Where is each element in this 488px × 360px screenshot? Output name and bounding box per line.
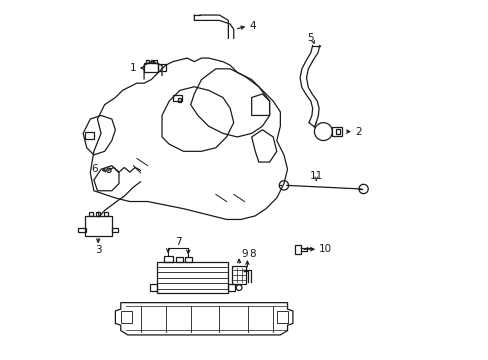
Text: 8: 8 [249,249,255,259]
Bar [144,63,158,72]
Bar [332,127,342,136]
Text: 1: 1 [129,63,136,73]
Bar [178,98,181,102]
Bar [78,228,85,232]
Bar [150,60,153,63]
Bar [227,284,234,291]
Bar [85,132,94,139]
Bar [163,256,172,262]
Bar [185,257,191,262]
Text: 5: 5 [307,33,313,43]
Bar [231,266,246,284]
Text: 3: 3 [95,245,102,255]
Text: 7: 7 [175,237,181,247]
Text: 9: 9 [241,248,247,258]
Bar [103,212,108,216]
Bar [158,64,165,71]
Bar [176,257,183,262]
Text: 6: 6 [91,164,97,174]
Text: 4: 4 [249,21,256,31]
Text: 2: 2 [354,127,361,136]
Bar [154,60,157,63]
Text: 11: 11 [309,171,322,181]
Bar [88,212,93,216]
Bar [112,228,118,232]
Bar [335,129,340,134]
Text: 10: 10 [319,244,331,254]
Bar [150,284,157,291]
Bar [145,60,148,63]
Bar [156,262,228,293]
Bar [276,311,287,323]
Bar [172,95,182,101]
Bar [294,244,301,253]
Bar [85,216,112,235]
Bar [96,212,100,216]
Bar [121,311,131,323]
